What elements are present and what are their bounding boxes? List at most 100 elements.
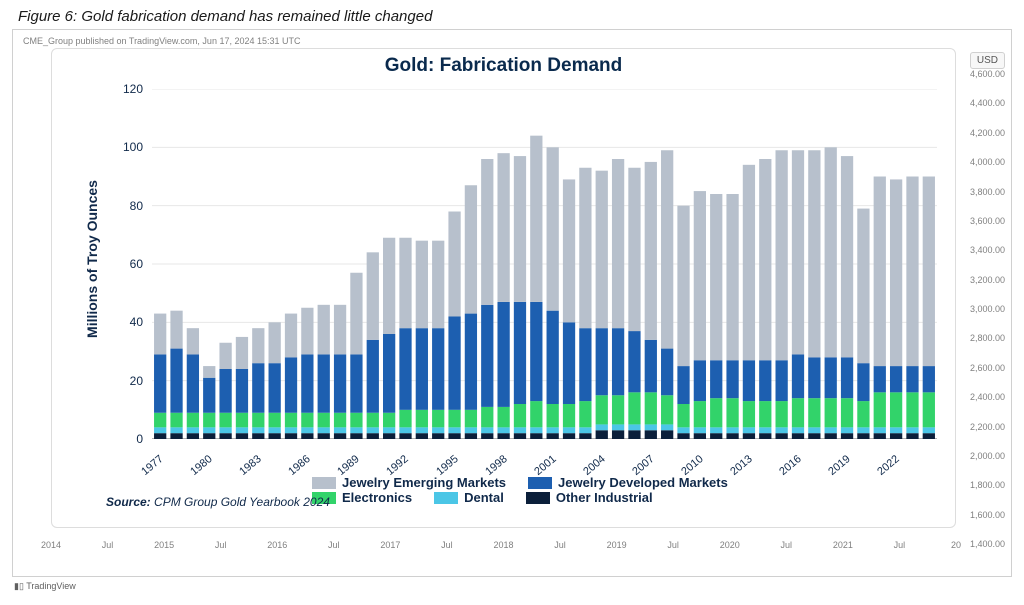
bar-segment — [203, 378, 215, 413]
y-axis-label: Millions of Troy Ounces — [84, 180, 100, 338]
usd-unit-badge: USD — [970, 52, 1005, 69]
bar-segment — [808, 433, 820, 439]
bar-segment — [203, 433, 215, 439]
bar-segment — [808, 150, 820, 357]
bar-segment — [219, 427, 231, 433]
bar-segment — [874, 392, 886, 427]
legend-label: Dental — [464, 490, 504, 505]
bar-segment — [612, 159, 624, 328]
source-value: CPM Group Gold Yearbook 2024 — [154, 495, 330, 509]
bar-segment — [399, 427, 411, 433]
bar-segment — [547, 147, 559, 310]
bar-segment — [677, 433, 689, 439]
plot-area — [152, 89, 937, 439]
bar-segment — [367, 340, 379, 413]
bar-segment — [612, 430, 624, 439]
bar-segment — [497, 407, 509, 427]
bar-segment — [759, 360, 771, 401]
legend: Jewelry Emerging MarketsJewelry Develope… — [312, 475, 932, 505]
bar-segment — [726, 433, 738, 439]
outer-time-tick: 2018 — [493, 540, 513, 550]
bar-segment — [236, 369, 248, 413]
bar-segment — [187, 413, 199, 428]
publish-note: CME_Group published on TradingView.com, … — [23, 36, 301, 46]
bar-segment — [710, 433, 722, 439]
bar-segment — [514, 156, 526, 302]
bar-segment — [350, 413, 362, 428]
x-tick: 1977 — [139, 453, 165, 478]
bar-segment — [269, 322, 281, 363]
bar-segment — [579, 427, 591, 433]
bar-segment — [563, 404, 575, 427]
bar-segment — [334, 427, 346, 433]
bar-segment — [677, 427, 689, 433]
bar-segment — [367, 433, 379, 439]
bar-segment — [923, 177, 935, 367]
bar-segment — [710, 427, 722, 433]
bar-segment — [694, 191, 706, 360]
bar-segment — [432, 241, 444, 328]
chart-card: Gold: Fabrication Demand Millions of Tro… — [51, 48, 956, 528]
bar-segment — [367, 413, 379, 428]
bar-segment — [628, 430, 640, 439]
x-tick: 1986 — [287, 453, 313, 478]
bar-segment — [841, 156, 853, 357]
bar-segment — [350, 433, 362, 439]
outer-time-tick: 2020 — [720, 540, 740, 550]
bar-segment — [416, 410, 428, 428]
bar-segment — [726, 427, 738, 433]
bar-segment — [252, 427, 264, 433]
bar-segment — [432, 410, 444, 428]
bar-segment — [547, 427, 559, 433]
right-price-scale: 4,600.004,400.004,200.004,000.003,800.00… — [960, 74, 1005, 544]
bar-segment — [743, 360, 755, 401]
bar-segment — [857, 363, 869, 401]
y-tick: 60 — [103, 257, 143, 271]
bar-segment — [808, 427, 820, 433]
bar-segment — [432, 427, 444, 433]
legend-row: ElectronicsDentalOther Industrial — [312, 490, 932, 505]
bar-segment — [399, 433, 411, 439]
bar-segment — [808, 357, 820, 398]
bar-segment — [416, 433, 428, 439]
bar-segment — [318, 427, 330, 433]
bar-segment — [596, 424, 608, 430]
bar-segment — [416, 328, 428, 410]
bar-segment — [383, 413, 395, 428]
bar-segment — [661, 395, 673, 424]
bar-segment — [465, 314, 477, 410]
bar-segment — [596, 328, 608, 395]
outer-time-tick: Jul — [554, 540, 566, 550]
outer-time-tick: Jul — [781, 540, 793, 550]
bar-segment — [874, 427, 886, 433]
bar-segment — [170, 311, 182, 349]
figure-caption: Figure 6: Gold fabrication demand has re… — [0, 0, 1024, 29]
legend-swatch — [528, 477, 552, 489]
bar-segment — [710, 398, 722, 427]
y-tick: 100 — [103, 140, 143, 154]
bar-segment — [514, 427, 526, 433]
legend-swatch — [312, 477, 336, 489]
bar-segment — [743, 433, 755, 439]
bar-segment — [514, 404, 526, 427]
right-scale-tick: 1,800.00 — [970, 480, 1005, 490]
bar-segment — [906, 427, 918, 433]
bar-segment — [154, 314, 166, 355]
bar-segment — [628, 331, 640, 392]
legend-item: Other Industrial — [526, 490, 653, 505]
bar-segment — [661, 349, 673, 396]
bar-segment — [154, 354, 166, 412]
bar-segment — [825, 357, 837, 398]
chart-outer-frame: CME_Group published on TradingView.com, … — [12, 29, 1012, 577]
bar-segment — [710, 194, 722, 360]
bar-segment — [890, 366, 902, 392]
bar-segment — [497, 427, 509, 433]
bar-segment — [301, 308, 313, 355]
bar-segment — [170, 349, 182, 413]
bar-segment — [825, 147, 837, 357]
bar-segment — [808, 398, 820, 427]
bar-segment — [645, 424, 657, 430]
bar-segment — [269, 433, 281, 439]
outer-time-tick: 2021 — [833, 540, 853, 550]
bar-segment — [530, 433, 542, 439]
